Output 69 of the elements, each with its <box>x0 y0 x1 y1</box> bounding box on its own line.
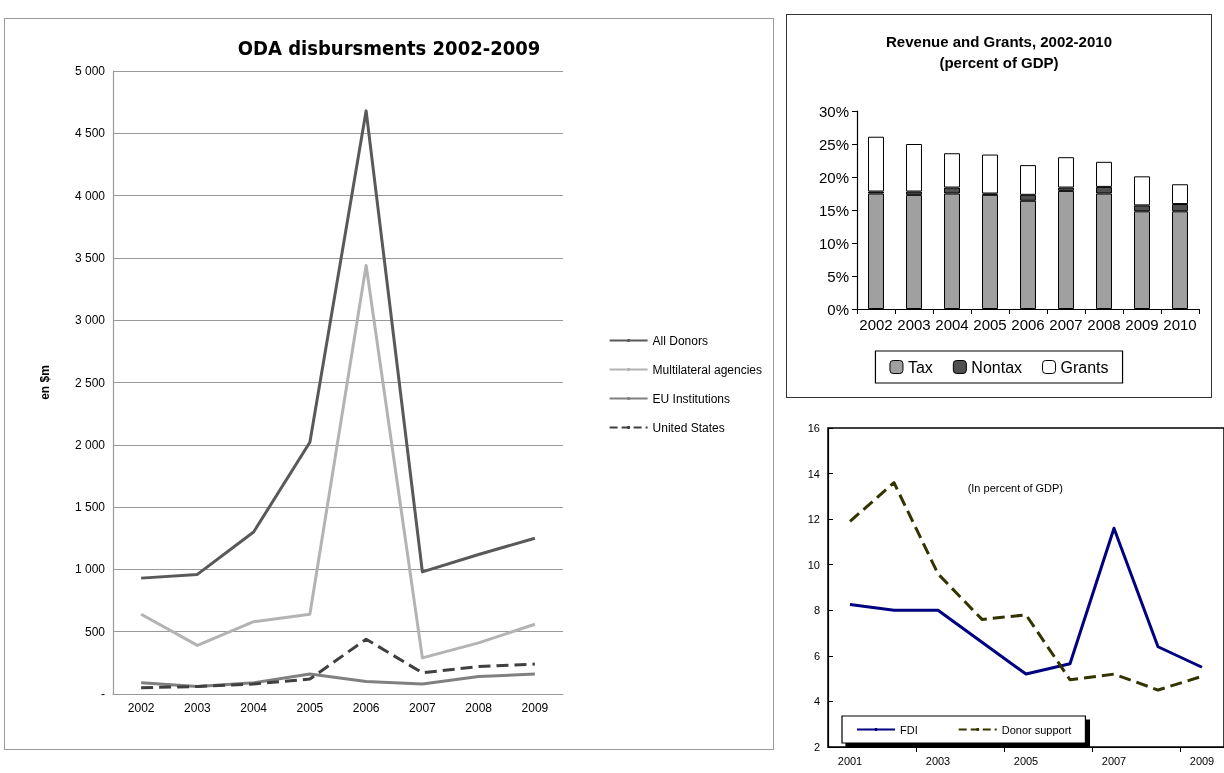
line-series <box>139 263 537 660</box>
x-tick-label: 2005 <box>296 701 324 715</box>
y-tick-label: 12 <box>807 513 820 526</box>
y-tick-label: 25% <box>818 135 849 153</box>
x-tick-label: 2005 <box>1013 754 1039 767</box>
x-tick-label: 2009 <box>1125 316 1159 333</box>
y-tick-label: 4 <box>813 695 820 708</box>
y-tick-label: 10 <box>807 558 820 571</box>
annotation: (In percent of GDP) <box>967 481 1064 494</box>
legend-label: Grants <box>1060 358 1109 376</box>
x-tick-label: 2002 <box>127 701 155 715</box>
y-tick-label: 3 500 <box>74 250 106 265</box>
y-tick-label: 6 <box>813 649 820 662</box>
y-tick-label: 10% <box>818 234 849 252</box>
x-tick-label: 2004 <box>240 701 268 715</box>
y-tick-label: 15% <box>818 201 849 219</box>
chart-title: Revenue and Grants, 2002-2010 <box>886 33 1112 50</box>
x-tick-label: 2003 <box>897 316 931 333</box>
y-tick-label: 2 500 <box>74 375 106 390</box>
y-tick-label: - <box>101 687 105 701</box>
legend-label: Donor support <box>1001 723 1072 736</box>
bar <box>1058 157 1074 188</box>
x-tick-label: 2007 <box>1049 316 1083 333</box>
x-tick-label: 2009 <box>521 701 549 715</box>
y-tick-label: 4 500 <box>74 126 106 141</box>
x-tick-label: 2002 <box>859 316 893 333</box>
y-tick-label: 0% <box>827 300 849 318</box>
x-tick-label: 2006 <box>352 701 380 715</box>
bar <box>906 144 922 192</box>
line-series <box>139 637 537 690</box>
x-tick-label: 2009 <box>1189 754 1215 767</box>
chart-subtitle: (percent of GDP) <box>939 54 1059 71</box>
y-axis-title: en $m <box>38 365 52 400</box>
y-tick-label: 20% <box>818 168 849 186</box>
y-tick-label: 8 <box>813 604 820 617</box>
x-tick-label: 2007 <box>409 701 437 715</box>
legend-label: United States <box>652 420 725 435</box>
y-tick-label: 16 <box>807 422 820 434</box>
x-tick-label: 2003 <box>184 701 212 715</box>
legend-label: Nontax <box>971 358 1023 376</box>
y-tick-label: 5% <box>827 267 849 285</box>
legend-label: All Donors <box>652 333 708 348</box>
y-tick-label: 1 500 <box>74 500 106 515</box>
legend-label: Tax <box>907 358 933 376</box>
x-tick-label: 2006 <box>1011 316 1045 333</box>
x-tick-label: 2005 <box>973 316 1007 333</box>
y-tick-label: 14 <box>807 467 820 480</box>
bar <box>868 136 884 192</box>
legend-label: Multilateral agencies <box>652 362 762 377</box>
legend-label: EU Institutions <box>652 391 730 406</box>
legend-label: FDI <box>900 723 918 736</box>
line-series <box>139 109 537 580</box>
y-tick-label: 500 <box>84 624 106 639</box>
x-tick-label: 2004 <box>935 316 969 333</box>
x-tick-label: 2003 <box>925 754 951 767</box>
line-series <box>848 526 1204 676</box>
y-tick-label: 2 000 <box>74 437 106 452</box>
y-tick-label: 1 000 <box>74 562 106 577</box>
y-tick-label: 5 000 <box>74 64 106 78</box>
y-tick-label: 4 000 <box>74 188 106 203</box>
y-tick-label: 2 <box>813 741 820 753</box>
x-tick-label: 2008 <box>1087 316 1121 333</box>
y-tick-label: 3 000 <box>74 313 106 328</box>
chart-title: ODA disbursments 2002-2009 <box>237 36 541 60</box>
x-tick-label: 2008 <box>465 701 493 715</box>
x-tick-label: 2007 <box>1101 754 1127 767</box>
x-tick-label: 2001 <box>837 754 863 767</box>
y-tick-label: 30% <box>818 102 849 120</box>
x-tick-label: 2010 <box>1163 316 1197 333</box>
